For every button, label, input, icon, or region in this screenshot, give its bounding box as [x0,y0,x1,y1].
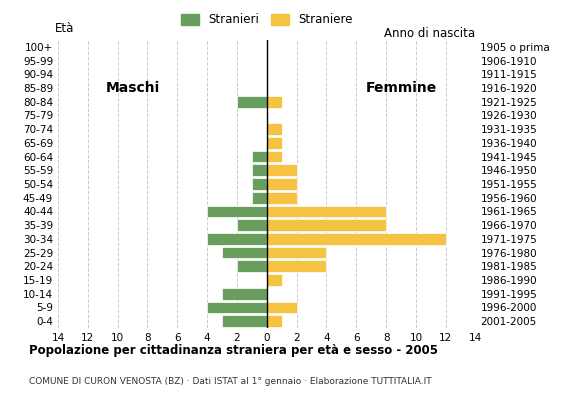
Bar [237,260,267,272]
Bar [207,233,267,245]
Legend: Stranieri, Straniere: Stranieri, Straniere [176,9,357,31]
Bar [267,192,296,204]
Bar [237,96,267,108]
Bar [267,178,296,190]
Bar [252,192,267,204]
Bar [267,151,282,162]
Bar [222,315,267,327]
Bar [207,206,267,217]
Text: COMUNE DI CURON VENOSTA (BZ) · Dati ISTAT al 1° gennaio · Elaborazione TUTTITALI: COMUNE DI CURON VENOSTA (BZ) · Dati ISTA… [29,377,432,386]
Text: Età: Età [55,22,74,34]
Bar [267,260,327,272]
Bar [267,206,386,217]
Bar [267,137,282,149]
Bar [267,274,282,286]
Bar [252,164,267,176]
Bar [237,219,267,231]
Bar [267,96,282,108]
Text: Anno di nascita: Anno di nascita [385,27,476,40]
Bar [252,151,267,162]
Bar [252,178,267,190]
Bar [267,233,446,245]
Bar [267,219,386,231]
Bar [267,302,296,313]
Bar [267,315,282,327]
Bar [267,164,296,176]
Bar [222,247,267,258]
Bar [267,123,282,135]
Bar [267,247,327,258]
Text: Femmine: Femmine [365,81,437,95]
Text: Popolazione per cittadinanza straniera per età e sesso - 2005: Popolazione per cittadinanza straniera p… [29,344,438,357]
Bar [222,288,267,300]
Bar [207,302,267,313]
Text: Maschi: Maschi [106,81,160,95]
